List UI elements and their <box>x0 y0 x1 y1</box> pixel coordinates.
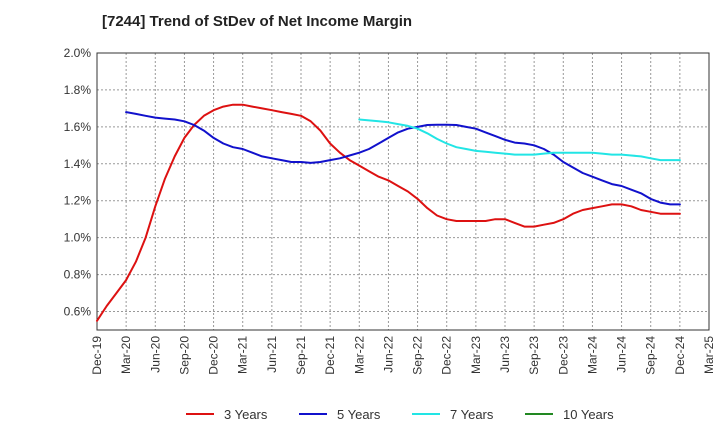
series-line-7-years <box>358 118 681 162</box>
x-axis: Dec-19 Mar-20 Jun-20 Sep-20 Dec-20 Mar-21 Jun-… <box>90 336 716 375</box>
x-tick-label: Mar-25 <box>702 336 716 374</box>
x-tick-label: Dec-20 <box>207 336 221 375</box>
legend-label: 3 Years <box>224 407 268 422</box>
x-tick-label: Jun-24 <box>615 336 629 373</box>
x-tick-label: Mar-24 <box>585 336 599 374</box>
legend: 3 Years 5 Years 7 Years 10 Years <box>186 407 614 422</box>
y-tick-label: 1.2% <box>64 194 92 208</box>
y-tick-label: 1.4% <box>64 157 92 171</box>
y-tick-label: 1.6% <box>64 120 92 134</box>
x-tick-label: Mar-23 <box>469 336 483 374</box>
x-tick-label: Jun-21 <box>265 336 279 373</box>
legend-label: 5 Years <box>337 407 381 422</box>
chart-grid <box>97 52 709 330</box>
y-tick-label: 0.8% <box>64 268 92 282</box>
y-tick-label: 0.6% <box>64 305 92 319</box>
y-axis: 0.6% 0.8% 1.0% 1.2% 1.4% 1.6% 1.8% 2.0% <box>64 46 92 319</box>
y-tick-label: 1.0% <box>64 231 92 245</box>
chart-title: [7244] Trend of StDev of Net Income Marg… <box>102 13 413 30</box>
x-tick-label: Dec-24 <box>673 336 687 375</box>
x-tick-label: Dec-19 <box>90 336 104 375</box>
x-tick-label: Sep-24 <box>644 336 658 375</box>
legend-label: 7 Years <box>450 407 494 422</box>
x-tick-label: Mar-21 <box>236 336 250 374</box>
x-tick-label: Dec-22 <box>440 336 454 375</box>
plot-area-frame <box>96 52 710 331</box>
x-tick-label: Jun-20 <box>148 336 162 373</box>
x-tick-label: Dec-23 <box>556 336 570 375</box>
x-tick-label: Jun-22 <box>381 336 395 373</box>
x-tick-label: Dec-21 <box>323 336 337 375</box>
series-line-5-years <box>125 111 681 206</box>
x-tick-label: Sep-22 <box>411 336 425 375</box>
x-tick-label: Jun-23 <box>498 336 512 373</box>
x-tick-label: Sep-20 <box>177 336 191 375</box>
legend-label: 10 Years <box>563 407 614 422</box>
y-tick-label: 2.0% <box>64 46 92 60</box>
x-tick-label: Sep-21 <box>294 336 308 375</box>
y-tick-label: 1.8% <box>64 83 92 97</box>
x-tick-label: Mar-22 <box>352 336 366 374</box>
series-lines <box>96 103 681 322</box>
x-tick-label: Mar-20 <box>119 336 133 374</box>
x-tick-label: Sep-23 <box>527 336 541 375</box>
